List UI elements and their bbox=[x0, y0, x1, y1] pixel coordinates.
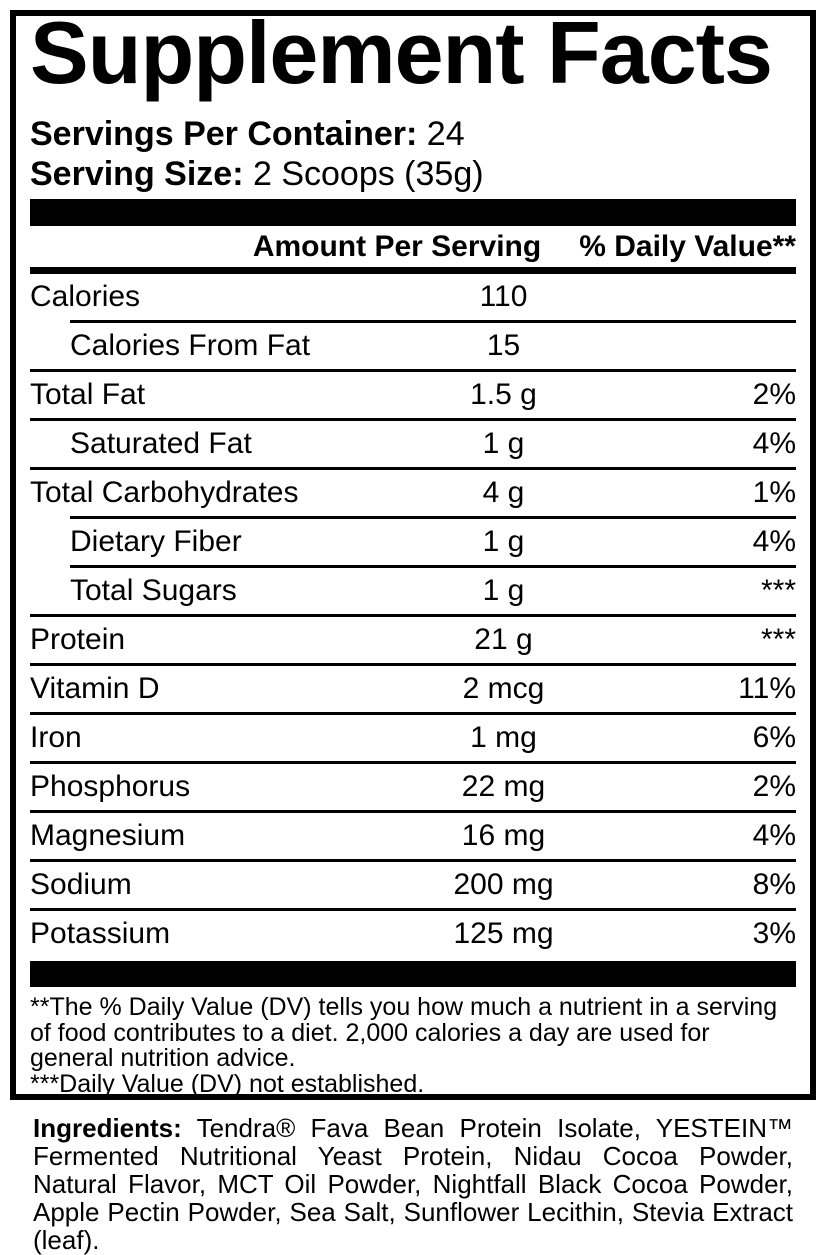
nutrient-amount: 1.5 g bbox=[470, 378, 537, 411]
row-separator bbox=[70, 565, 796, 568]
row-separator bbox=[30, 859, 796, 862]
daily-value-footnote: **The % Daily Value (DV) tells you how m… bbox=[30, 993, 778, 1072]
nutrient-daily-value: 11% bbox=[738, 672, 796, 705]
serving-size: Serving Size: 2 Scoops (35g) bbox=[30, 154, 796, 194]
panel-title: Supplement Facts bbox=[30, 10, 773, 102]
nutrient-daily-value: 8% bbox=[752, 868, 796, 901]
table-header: Amount Per Serving % Daily Value** bbox=[30, 226, 796, 274]
nutrient-amount: 16 mg bbox=[461, 819, 546, 852]
nutrient-row: Total Fat 1.5 g 2% bbox=[30, 372, 796, 418]
nutrient-name: Iron bbox=[30, 721, 82, 754]
footnotes: **The % Daily Value (DV) tells you how m… bbox=[30, 993, 796, 1098]
nutrient-name: Dietary Fiber bbox=[70, 525, 242, 558]
row-separator bbox=[30, 810, 796, 813]
nutrient-daily-value: 6% bbox=[752, 721, 796, 754]
row-separator bbox=[30, 614, 796, 617]
nutrient-daily-value: 1% bbox=[752, 476, 796, 509]
nutrient-amount: 22 mg bbox=[461, 770, 546, 803]
nutrient-name: Vitamin D bbox=[30, 672, 160, 705]
nutrient-amount: 15 bbox=[486, 329, 521, 362]
servings-per-container-value: 24 bbox=[426, 115, 465, 153]
nutrient-row: Protein 21 g *** bbox=[30, 617, 796, 663]
nutrient-row: Calories 110 bbox=[30, 274, 796, 320]
nutrient-name: Protein bbox=[30, 623, 126, 656]
servings-per-container-label: Servings Per Container: bbox=[30, 115, 418, 153]
nutrient-name: Calories bbox=[30, 280, 141, 313]
row-separator bbox=[30, 761, 796, 764]
nutrient-daily-value: 4% bbox=[752, 427, 796, 460]
supplement-facts-panel: Supplement Facts Servings Per Container:… bbox=[10, 10, 816, 1100]
nutrient-daily-value: 2% bbox=[752, 770, 796, 803]
nutrient-row: Potassium 125 mg 3% bbox=[30, 911, 796, 957]
nutrient-amount: 110 bbox=[479, 280, 528, 313]
nutrient-row: Saturated Fat 1 g 4% bbox=[30, 421, 796, 467]
ingredients-label: Ingredients: bbox=[33, 1113, 182, 1143]
row-separator bbox=[70, 320, 796, 323]
nutrient-name: Total Sugars bbox=[70, 574, 237, 607]
nutrient-row: Sodium 200 mg 8% bbox=[30, 862, 796, 908]
nutrient-daily-value: 4% bbox=[752, 819, 796, 852]
nutrient-row: Magnesium 16 mg 4% bbox=[30, 813, 796, 859]
nutrient-row: Total Sugars 1 g *** bbox=[30, 568, 796, 614]
row-separator bbox=[30, 712, 796, 715]
row-separator bbox=[30, 418, 796, 421]
nutrient-name: Total Carbohydrates bbox=[30, 476, 299, 509]
row-separator bbox=[30, 369, 796, 372]
nutrient-amount: 21 g bbox=[474, 623, 533, 656]
nutrient-row: Vitamin D 2 mcg 11% bbox=[30, 666, 796, 712]
nutrient-name: Total Fat bbox=[30, 378, 146, 411]
nutrient-row: Dietary Fiber 1 g 4% bbox=[30, 519, 796, 565]
ingredients-text: Tendra® Fava Bean Protein Isolate, YESTE… bbox=[33, 1113, 793, 1255]
nutrient-name: Potassium bbox=[30, 917, 171, 950]
divider-bar-bottom bbox=[30, 961, 796, 987]
row-separator bbox=[30, 467, 796, 470]
amount-per-serving-header: Amount Per Serving bbox=[252, 230, 542, 263]
nutrient-name: Calories From Fat bbox=[70, 329, 311, 362]
nutrient-daily-value: *** bbox=[760, 574, 796, 607]
nutrient-name: Phosphorus bbox=[30, 770, 191, 803]
row-separator bbox=[30, 663, 796, 666]
nutrient-name: Saturated Fat bbox=[70, 427, 252, 460]
nutrient-daily-value: 3% bbox=[752, 917, 796, 950]
nutrient-rows: Calories 110 Calories From Fat 15 Total Fat 1… bbox=[30, 274, 796, 957]
nutrient-daily-value: *** bbox=[760, 623, 796, 656]
nutrient-row: Total Carbohydrates 4 g 1% bbox=[30, 470, 796, 516]
nutrient-daily-value: 2% bbox=[752, 378, 796, 411]
nutrient-name: Magnesium bbox=[30, 819, 186, 852]
nutrient-row: Iron 1 mg 6% bbox=[30, 715, 796, 761]
servings-per-container: Servings Per Container: 24 bbox=[30, 114, 796, 154]
daily-value-header: % Daily Value** bbox=[579, 230, 796, 263]
nutrient-row: Calories From Fat 15 bbox=[30, 323, 796, 369]
row-separator bbox=[70, 516, 796, 519]
dv-not-established-footnote: ***Daily Value (DV) not established. bbox=[30, 1069, 425, 1098]
nutrient-amount: 125 mg bbox=[453, 917, 554, 950]
nutrient-amount: 4 g bbox=[482, 476, 525, 509]
nutrient-amount: 1 mg bbox=[470, 721, 537, 754]
nutrient-amount: 2 mcg bbox=[462, 672, 545, 705]
nutrient-amount: 1 g bbox=[482, 525, 525, 558]
nutrient-amount: 200 mg bbox=[453, 868, 554, 901]
serving-size-label: Serving Size: bbox=[30, 155, 244, 193]
serving-size-value: 2 Scoops (35g) bbox=[252, 155, 484, 193]
nutrient-row: Phosphorus 22 mg 2% bbox=[30, 764, 796, 810]
nutrient-amount: 1 g bbox=[482, 574, 525, 607]
divider-bar-top bbox=[30, 199, 796, 226]
nutrient-amount: 1 g bbox=[482, 427, 525, 460]
row-separator bbox=[30, 908, 796, 911]
nutrient-daily-value: 4% bbox=[752, 525, 796, 558]
ingredients-section: Ingredients: Tendra® Fava Bean Protein I… bbox=[0, 1114, 826, 1254]
nutrient-name: Sodium bbox=[30, 868, 132, 901]
serving-info: Servings Per Container: 24 Serving Size:… bbox=[30, 114, 796, 194]
